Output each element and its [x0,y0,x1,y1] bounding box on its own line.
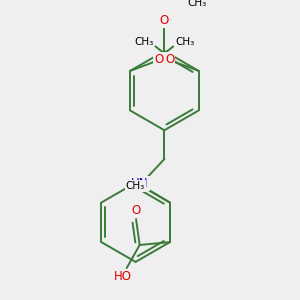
Text: HO: HO [114,270,132,283]
Text: CH₃: CH₃ [187,0,206,8]
Text: CH₃: CH₃ [175,37,194,47]
Text: CH₃: CH₃ [126,181,145,191]
Text: CH₃: CH₃ [134,37,154,47]
Text: O: O [165,53,175,66]
Text: O: O [154,53,164,66]
Text: O: O [131,204,141,217]
Text: HN: HN [131,177,149,190]
Text: O: O [160,14,169,27]
